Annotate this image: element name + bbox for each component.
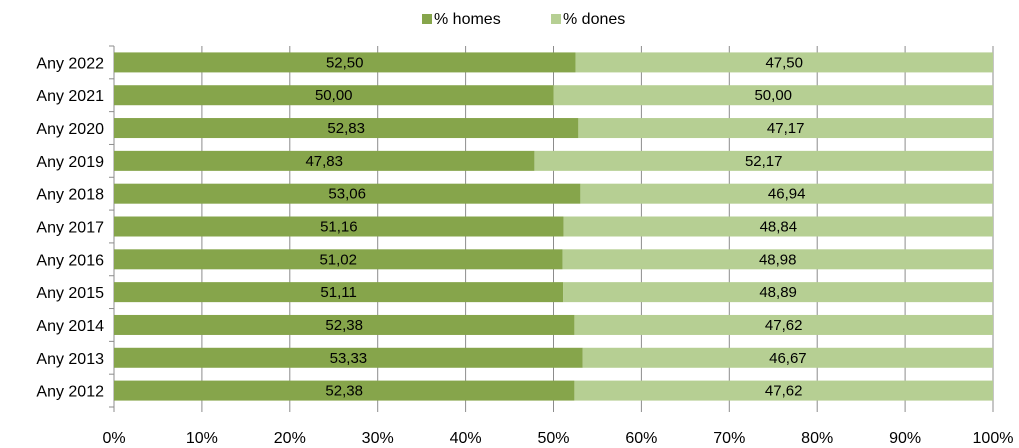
category-label: Any 2021 bbox=[36, 88, 104, 105]
bar-homes bbox=[114, 118, 579, 139]
data-label-homes: 52,50 bbox=[326, 54, 364, 71]
data-label-dones: 47,50 bbox=[765, 54, 803, 71]
x-tick-label: 40% bbox=[450, 430, 482, 447]
bar-homes bbox=[114, 216, 564, 237]
bar-dones bbox=[574, 314, 993, 335]
bar-homes bbox=[114, 347, 583, 368]
x-tick-label: 10% bbox=[186, 430, 218, 447]
bar-dones bbox=[553, 85, 993, 106]
legend: % homes % dones bbox=[422, 11, 625, 28]
bars bbox=[114, 52, 993, 401]
category-label: Any 2015 bbox=[36, 285, 104, 302]
bar-dones bbox=[580, 183, 993, 204]
legend-swatch-dones bbox=[551, 14, 561, 24]
data-label-homes: 52,38 bbox=[325, 317, 363, 334]
category-label: Any 2013 bbox=[36, 351, 104, 368]
bar-homes bbox=[114, 380, 575, 401]
x-tick-label: 20% bbox=[274, 430, 306, 447]
data-label-dones: 46,67 bbox=[769, 350, 807, 367]
bar-homes bbox=[114, 52, 576, 73]
data-label-homes: 50,00 bbox=[315, 87, 353, 104]
x-tick-labels: 0% 10% 20% 30% 40% 50% 60% 70% 80% 90% 100% bbox=[102, 430, 1013, 447]
category-label: Any 2017 bbox=[36, 220, 104, 237]
data-label-homes: 53,06 bbox=[328, 186, 366, 203]
bar-dones bbox=[563, 216, 993, 237]
category-label: Any 2012 bbox=[36, 384, 104, 401]
data-label-homes: 51,16 bbox=[320, 219, 358, 236]
bar-homes bbox=[114, 314, 575, 335]
x-tick-label: 50% bbox=[537, 430, 569, 447]
x-tick-label: 80% bbox=[801, 430, 833, 447]
x-tick-label: 30% bbox=[362, 430, 394, 447]
bar-dones bbox=[582, 347, 993, 368]
data-label-homes: 52,38 bbox=[325, 383, 363, 400]
data-label-homes: 52,83 bbox=[327, 120, 365, 137]
bar-homes bbox=[114, 85, 554, 106]
bar-homes bbox=[114, 249, 563, 270]
x-tick-label: 70% bbox=[713, 430, 745, 447]
x-tick-label: 0% bbox=[102, 430, 125, 447]
data-label-dones: 47,62 bbox=[765, 317, 803, 334]
x-tick-label: 60% bbox=[625, 430, 657, 447]
bar-homes bbox=[114, 282, 564, 303]
data-label-homes: 51,02 bbox=[319, 251, 357, 268]
bar-homes bbox=[114, 150, 535, 171]
bar-dones bbox=[574, 380, 993, 401]
x-tick-label: 90% bbox=[889, 430, 921, 447]
bar-dones bbox=[575, 52, 993, 73]
data-label-homes: 47,83 bbox=[305, 153, 343, 170]
bar-homes bbox=[114, 183, 581, 204]
category-label: Any 2018 bbox=[36, 187, 104, 204]
category-label: Any 2022 bbox=[36, 55, 104, 72]
data-label-dones: 48,84 bbox=[760, 219, 798, 236]
legend-label-dones: % dones bbox=[563, 11, 625, 28]
data-label-dones: 47,17 bbox=[767, 120, 805, 137]
x-tick-label: 100% bbox=[973, 430, 1014, 447]
data-label-dones: 52,17 bbox=[745, 153, 783, 170]
data-label-dones: 47,62 bbox=[765, 383, 803, 400]
bar-dones bbox=[563, 282, 993, 303]
bar-dones bbox=[578, 118, 993, 139]
bar-dones bbox=[562, 249, 993, 270]
data-label-homes: 51,11 bbox=[320, 284, 356, 301]
category-label: Any 2019 bbox=[36, 154, 104, 171]
category-label: Any 2016 bbox=[36, 252, 104, 269]
category-label: Any 2014 bbox=[36, 318, 104, 335]
category-label: Any 2020 bbox=[36, 121, 104, 138]
data-label-dones: 46,94 bbox=[768, 186, 806, 203]
data-labels: 52,50 47,50 50,00 50,00 52,83 47,17 47,83 52,17… bbox=[305, 54, 806, 399]
category-labels: Any 2022 Any 2021 Any 2020 Any 2019 Any 2018… bbox=[36, 55, 104, 400]
legend-label-homes: % homes bbox=[434, 11, 501, 28]
data-label-dones: 48,89 bbox=[759, 284, 797, 301]
data-label-homes: 53,33 bbox=[330, 350, 368, 367]
data-label-dones: 48,98 bbox=[759, 251, 797, 268]
data-label-dones: 50,00 bbox=[754, 87, 792, 104]
legend-swatch-homes bbox=[422, 14, 432, 24]
bar-dones bbox=[534, 150, 993, 171]
